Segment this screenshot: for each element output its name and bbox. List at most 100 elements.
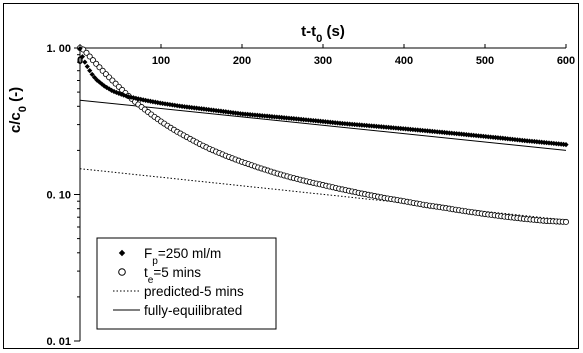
x-tick-label: 600 [557,55,575,67]
fp-marker [116,90,122,96]
fp-marker [82,59,88,65]
fp-marker [351,121,358,128]
fp-marker [327,119,333,125]
fp-marker [89,71,95,78]
fp-marker [449,130,455,136]
fp-marker [332,120,338,126]
fp-marker [164,101,171,107]
fp-marker [91,74,98,81]
x-tick-label: 500 [476,55,494,67]
fp-marker [252,112,258,118]
legend-label-pred: predicted-5 mins [144,284,244,299]
fp-marker [215,108,222,114]
fp-marker [485,134,491,140]
fp-marker [266,113,273,119]
fp-marker [390,125,397,131]
fp-marker [150,99,156,105]
fp-marker [330,119,336,126]
fp-marker [371,123,377,129]
fp-marker [446,130,452,136]
fp-marker [434,129,440,135]
fp-marker [471,132,477,138]
fp-marker [466,132,472,138]
y-tick-label: 1. 00 [47,43,71,55]
legend-label-te: te=5 mins [144,265,201,286]
x-tick-label: 300 [314,55,332,67]
fp-marker [201,106,207,112]
legend-label-fp: Fp=250 ml/m [144,246,221,267]
fp-marker [283,115,290,121]
fp-marker [77,46,83,52]
fp-marker [254,112,260,118]
fp-marker [87,67,93,74]
fp-marker [308,117,314,123]
fp-marker [364,122,370,129]
fp-marker [548,140,555,146]
y-axis-title: c/c0 (-) [7,87,29,133]
fp-marker [546,140,552,146]
fp-marker [337,120,343,126]
fp-marker [293,116,299,122]
x-tick-label: 100 [152,55,170,67]
fp-marker [526,138,533,144]
y-tick-label: 0. 10 [47,190,71,202]
fp-marker [507,136,513,142]
fp-marker [424,128,431,134]
fp-marker [269,114,275,120]
fp-marker [405,126,411,132]
series-line-full [79,99,567,151]
te-marker [89,57,96,64]
fp-marker [529,138,535,144]
fp-marker [412,127,418,133]
fp-marker [386,124,392,131]
series-line-pred [79,168,567,221]
fp-marker [373,123,380,129]
fp-marker [454,131,460,137]
x-tick-label: 400 [395,55,413,67]
axes: 0100200300400500600t-t0 (s)1. 000. 100. … [7,23,575,348]
fp-marker [325,119,331,125]
fp-marker [490,134,496,140]
fp-marker [354,122,360,128]
fp-marker [395,125,401,131]
fp-marker [473,132,479,139]
fp-marker [155,100,161,106]
fp-marker [291,116,297,122]
legend-label-full: fully-equilibrated [144,303,242,318]
fp-marker [456,131,462,137]
legend-box [96,237,277,330]
fp-marker [240,111,246,117]
fp-marker [211,107,217,113]
fp-marker [313,118,319,124]
fp-marker [84,63,90,70]
legend-symbol-te [118,268,126,276]
fp-marker [334,120,341,126]
fp-marker [415,127,421,133]
y-tick-label: 0. 01 [47,336,71,348]
fp-marker [143,97,149,103]
fp-marker [344,121,350,127]
fp-marker [551,140,557,147]
x-tick-label: 200 [233,55,251,67]
fp-marker [245,111,251,118]
fp-marker [296,116,302,122]
fp-marker [429,128,435,134]
fp-marker [451,130,457,137]
fp-marker [206,107,212,113]
fp-marker [249,112,256,118]
fp-marker [147,98,154,104]
fp-marker [388,125,394,131]
fp-marker [432,128,438,135]
fp-marker [495,135,501,141]
series-layer [77,45,570,225]
te-marker [563,218,570,225]
x-axis-title: t-t0 (s) [301,23,345,45]
legend-symbol-fp [118,249,126,257]
fp-marker [509,136,516,142]
fp-marker [145,98,151,104]
fp-marker [531,138,538,145]
fp-marker [512,136,518,143]
fp-marker [475,133,482,139]
fp-marker [393,125,399,131]
